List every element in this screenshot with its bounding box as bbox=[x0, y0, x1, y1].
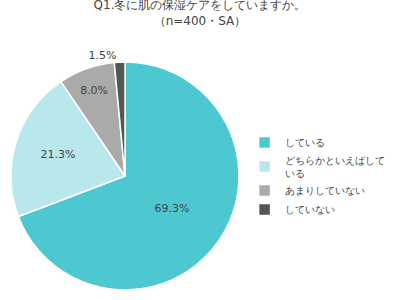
svg-text:21.3%: 21.3% bbox=[40, 148, 75, 161]
svg-text:Q1.冬に肌の保湿ケアをしていますか。（n=400・SA）: Q1.冬に肌の保湿ケアをしていますか。（n=400・SA） bbox=[94, 0, 307, 28]
svg-text:していない: していない bbox=[285, 204, 335, 215]
svg-text:あまりしていない: あまりしていない bbox=[285, 185, 365, 196]
svg-text:している: している bbox=[285, 137, 325, 148]
svg-text:1.5%: 1.5% bbox=[88, 49, 116, 62]
svg-text:どちらかといえばしている: どちらかといえばしている bbox=[285, 155, 385, 179]
svg-text:8.0%: 8.0% bbox=[80, 84, 108, 97]
svg-text:69.3%: 69.3% bbox=[154, 202, 189, 215]
